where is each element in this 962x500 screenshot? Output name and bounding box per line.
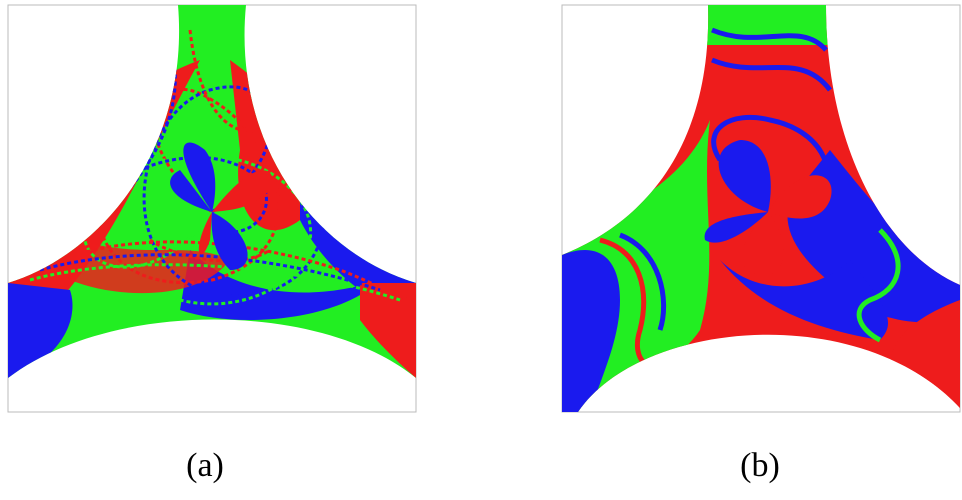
figure: (a) (b)	[0, 0, 962, 500]
panel-label: (b)	[740, 447, 780, 484]
panel-a	[8, 5, 416, 412]
panel-label: (a)	[186, 447, 224, 484]
panel-b	[562, 5, 960, 412]
